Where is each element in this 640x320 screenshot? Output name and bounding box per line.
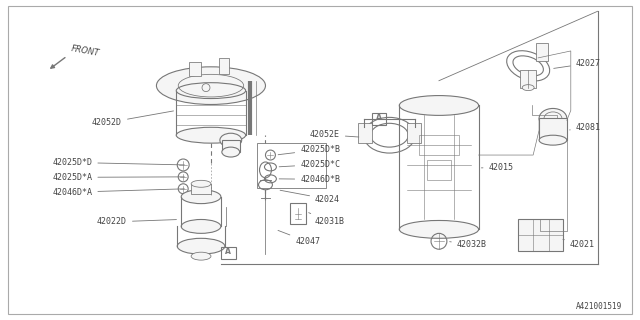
Text: 42052E: 42052E [310,130,359,139]
Bar [407,123,421,143]
Ellipse shape [522,85,534,91]
Bar [518,220,563,251]
Text: 42025D*C: 42025D*C [279,160,340,169]
Bar [191,184,211,194]
Bar [221,247,236,259]
Bar [257,143,326,188]
Text: 42022D: 42022D [97,217,177,227]
Bar [520,70,536,88]
Text: 42021: 42021 [563,239,595,249]
Bar [536,43,548,61]
Text: 42025D*D: 42025D*D [52,158,184,167]
Bar [419,135,459,155]
Bar [189,62,201,76]
Text: 42015: 42015 [481,163,513,172]
Ellipse shape [539,108,567,128]
Text: 42025D*B: 42025D*B [278,145,340,155]
Bar [222,140,240,152]
Text: 42046D*A: 42046D*A [52,188,184,197]
Text: 42024: 42024 [280,190,340,204]
Bar [539,118,567,140]
Bar [358,123,372,143]
Bar [427,160,451,180]
Text: A: A [376,113,381,122]
Bar [219,58,228,74]
Ellipse shape [176,83,246,99]
Bar [372,113,387,125]
Text: 42031B: 42031B [308,213,345,227]
Text: A: A [225,247,230,256]
Ellipse shape [399,96,479,116]
Ellipse shape [181,220,221,233]
Ellipse shape [399,220,479,238]
Text: A421001519: A421001519 [576,302,622,311]
Text: 42025D*A: 42025D*A [52,173,184,182]
Bar [291,203,306,224]
Text: 42032B: 42032B [450,240,487,249]
Ellipse shape [177,238,225,254]
Ellipse shape [539,135,567,145]
Ellipse shape [176,127,246,143]
Text: 42027: 42027 [554,59,601,68]
Ellipse shape [222,147,240,157]
Ellipse shape [191,252,211,260]
Text: 42046D*B: 42046D*B [279,175,340,184]
Ellipse shape [156,67,266,105]
Text: 42081: 42081 [570,123,601,132]
Ellipse shape [191,180,211,187]
Text: FRONT: FRONT [70,44,100,58]
Text: 42052D: 42052D [92,111,173,127]
Ellipse shape [181,190,221,204]
Ellipse shape [220,133,242,147]
Text: 42047: 42047 [278,230,320,246]
